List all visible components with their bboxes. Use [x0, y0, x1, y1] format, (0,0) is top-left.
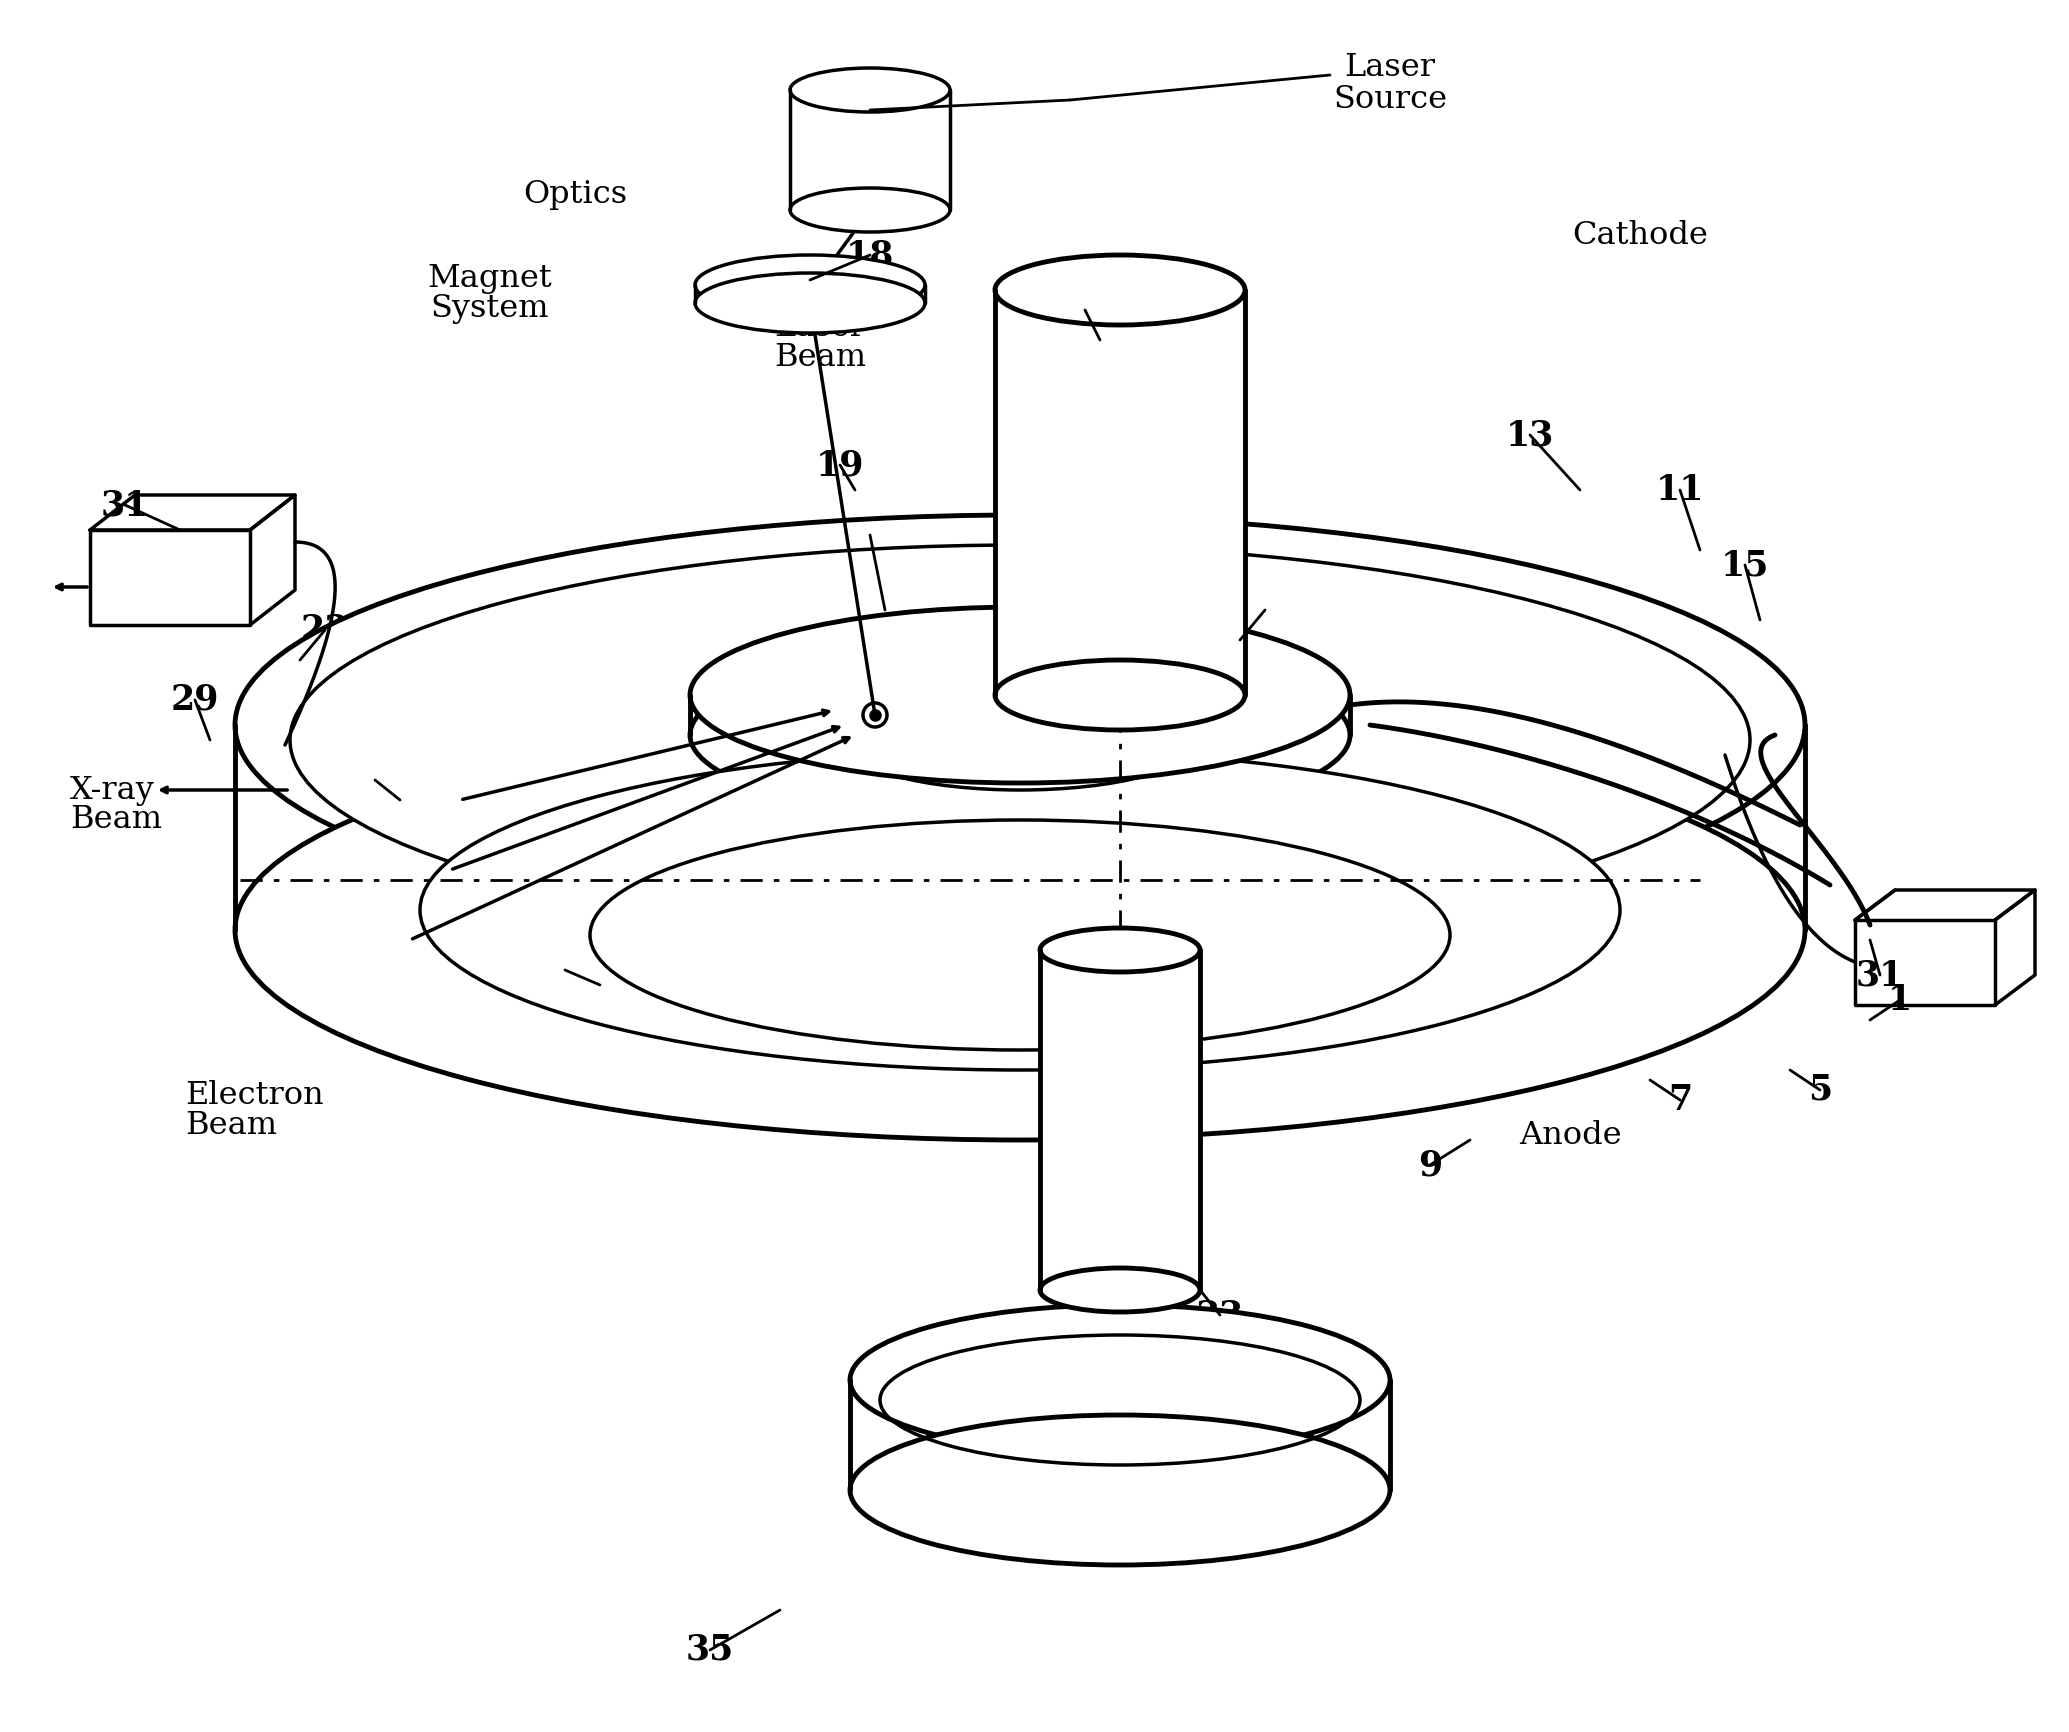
Text: Source: Source	[1332, 85, 1446, 116]
Text: 17: 17	[840, 111, 890, 145]
Text: System: System	[430, 293, 548, 324]
Text: 33: 33	[1241, 592, 1289, 627]
Text: 21: 21	[836, 518, 883, 553]
Text: 3: 3	[1074, 293, 1097, 327]
Ellipse shape	[689, 648, 1349, 823]
Text: Optics: Optics	[523, 180, 627, 211]
Ellipse shape	[290, 546, 1750, 935]
Ellipse shape	[420, 750, 1620, 1070]
Text: 5: 5	[1808, 1074, 1831, 1107]
Text: 25: 25	[352, 764, 399, 797]
Text: Anode: Anode	[1519, 1119, 1622, 1150]
Text: 9: 9	[1417, 1148, 1442, 1181]
Ellipse shape	[815, 670, 1225, 779]
Ellipse shape	[850, 1304, 1390, 1455]
Text: Cathode: Cathode	[1572, 220, 1707, 251]
Ellipse shape	[850, 1415, 1390, 1566]
Ellipse shape	[695, 274, 925, 333]
Text: 1: 1	[1887, 984, 1912, 1017]
Text: Laser: Laser	[774, 312, 865, 343]
Text: 18: 18	[846, 237, 894, 272]
Text: Laser: Laser	[1345, 52, 1436, 83]
Text: 31: 31	[101, 488, 149, 521]
Text: 35: 35	[687, 1633, 734, 1666]
Ellipse shape	[995, 255, 1246, 326]
Ellipse shape	[844, 696, 1196, 790]
Text: 23: 23	[300, 613, 350, 648]
Text: Electron: Electron	[184, 1079, 323, 1110]
Ellipse shape	[590, 819, 1450, 1050]
Ellipse shape	[236, 514, 1804, 935]
Ellipse shape	[689, 606, 1349, 783]
Ellipse shape	[790, 189, 950, 232]
Text: Magnet: Magnet	[428, 263, 552, 293]
Text: 29: 29	[172, 682, 219, 717]
Text: 11: 11	[1655, 473, 1705, 507]
Text: 33: 33	[1196, 1297, 1243, 1332]
Text: 13: 13	[1506, 417, 1554, 452]
Ellipse shape	[1041, 928, 1200, 972]
Text: 19: 19	[815, 449, 865, 481]
Ellipse shape	[236, 514, 1804, 935]
Text: 7: 7	[1668, 1082, 1692, 1117]
Text: 27: 27	[540, 953, 590, 987]
Text: Beam: Beam	[774, 343, 867, 374]
Text: 31: 31	[1856, 958, 1903, 992]
Text: X-ray: X-ray	[70, 774, 155, 805]
Text: Beam: Beam	[184, 1110, 277, 1140]
Ellipse shape	[236, 721, 1804, 1140]
Ellipse shape	[1041, 1268, 1200, 1313]
Ellipse shape	[695, 255, 925, 315]
Ellipse shape	[236, 721, 1804, 1140]
Text: Beam: Beam	[70, 804, 161, 835]
Text: 15: 15	[1721, 547, 1769, 582]
Ellipse shape	[790, 68, 950, 113]
Ellipse shape	[995, 660, 1246, 729]
